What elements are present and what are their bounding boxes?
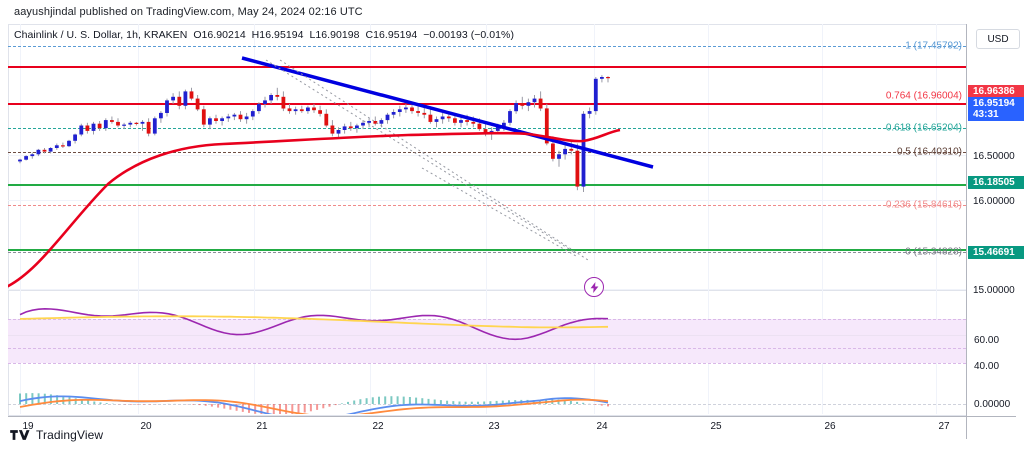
tradingview-wordmark: TradingView xyxy=(36,428,104,442)
macd-series xyxy=(19,393,609,414)
rsi-label-40: 40.00 xyxy=(974,361,1000,372)
time-scale[interactable]: 19 20 21 22 23 24 25 26 27 xyxy=(8,416,1016,439)
candlestick-series xyxy=(18,75,610,192)
plot-area[interactable] xyxy=(8,24,966,414)
time-tick: 22 xyxy=(372,421,384,432)
rsi-band-bottom xyxy=(8,363,966,364)
tradingview-logo-icon xyxy=(10,430,30,440)
fib-line-0 xyxy=(8,252,966,253)
price-badge-high: 16.96386 xyxy=(968,85,1024,98)
time-scale-divider xyxy=(966,417,967,439)
grid-line-v xyxy=(708,24,709,414)
legend-low: L16.90198 xyxy=(309,29,360,41)
fib-label-05: 0.5 (16.40310) xyxy=(896,146,962,158)
resistance-line-mid xyxy=(8,103,966,105)
last-price-value: 16.95194 xyxy=(973,98,1015,109)
fib-line-1 xyxy=(8,46,966,47)
time-tick: 21 xyxy=(256,421,268,432)
legend-symbol: Chainlink / U. S. Dollar, 1h, KRAKEN xyxy=(14,29,188,41)
countdown-value: 43:31 xyxy=(973,109,999,120)
fib-line-05 xyxy=(8,152,966,153)
rsi-band-top xyxy=(8,319,966,320)
fib-fan-dotted xyxy=(265,59,589,261)
fib-label-0618: 0.618 (16.65204) xyxy=(885,122,962,134)
time-tick: 20 xyxy=(140,421,152,432)
macd-label-zero: 0.00000 xyxy=(974,399,1011,410)
time-tick: 27 xyxy=(938,421,950,432)
currency-badge[interactable]: USD xyxy=(976,29,1020,49)
legend-open: O16.90214 xyxy=(193,29,246,41)
grid-line-v xyxy=(594,24,595,414)
grid-line-v xyxy=(822,24,823,414)
rsi-level-60 xyxy=(8,335,966,336)
grid-line-h xyxy=(8,155,966,156)
legend-change: −0.00193 (−0.01%) xyxy=(423,29,514,41)
grid-line-h xyxy=(8,200,966,201)
fib-label-0236: 0.236 (15.84616) xyxy=(885,199,962,211)
attribution-text: aayushjindal published on TradingView.co… xyxy=(14,6,363,18)
fib-label-0764: 0.764 (16.96004) xyxy=(885,90,962,102)
footer: TradingView xyxy=(10,428,103,442)
fib-label-0: 0 (15.34828) xyxy=(905,246,962,258)
grid-line-v xyxy=(254,24,255,414)
rsi-label-60: 60.00 xyxy=(974,335,1000,346)
price-scale[interactable]: USD 16.50000 16.00000 15.00000 16.96386 … xyxy=(966,24,1024,416)
support-line-lower xyxy=(8,249,966,251)
time-tick: 24 xyxy=(596,421,608,432)
time-tick: 25 xyxy=(710,421,722,432)
time-tick: 19 xyxy=(22,421,34,432)
legend-high: H16.95194 xyxy=(251,29,304,41)
price-badge-support-upper: 16.18505 xyxy=(968,176,1024,189)
time-tick: 26 xyxy=(824,421,836,432)
legend-close: C16.95194 xyxy=(365,29,418,41)
price-badge-support-lower: 15.46691 xyxy=(968,246,1024,259)
price-tick: 16.50000 xyxy=(973,151,1015,162)
rsi-series xyxy=(19,307,609,341)
grid-line-v xyxy=(936,24,937,414)
fib-label-1: 1 (17.45792) xyxy=(905,40,962,52)
price-tick: 15.00000 xyxy=(973,285,1015,296)
pane-separator-rsi xyxy=(8,290,966,291)
grid-line-v xyxy=(370,24,371,414)
support-line-upper xyxy=(8,184,966,186)
moving-average-red xyxy=(8,128,621,288)
price-tick: 16.00000 xyxy=(973,196,1015,207)
grid-line-v xyxy=(20,24,21,414)
grid-line-v xyxy=(138,24,139,414)
price-badge-last: 16.95194 43:31 xyxy=(968,97,1024,121)
lightning-glyph xyxy=(590,281,598,293)
grid-line-h xyxy=(8,289,966,290)
fib-line-0618 xyxy=(8,128,966,129)
trendline-blue xyxy=(241,56,654,169)
resistance-line-upper xyxy=(8,66,966,68)
grid-line-v xyxy=(486,24,487,414)
time-tick: 23 xyxy=(488,421,500,432)
rsi-level-50 xyxy=(8,348,966,349)
chart-legend: Chainlink / U. S. Dollar, 1h, KRAKEN O16… xyxy=(14,29,514,41)
lightning-bolt-icon[interactable] xyxy=(584,277,604,297)
